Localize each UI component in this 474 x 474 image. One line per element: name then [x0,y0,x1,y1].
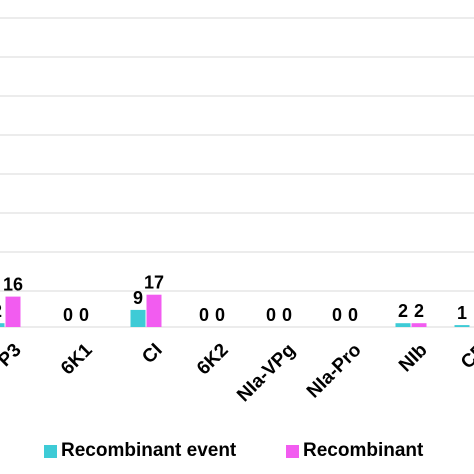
tick-label-6k2: 6K2 [193,340,232,379]
legend-swatch-recombinant-event [44,444,57,458]
tick-label-6k1: 6K1 [57,339,97,379]
tick-label-ci: CI [138,340,166,368]
tick-label-nia-vpg: NIa-VPg [233,340,299,406]
bar-recombinant-event-ci [130,309,146,327]
data-labels: 20900021160170002 [0,273,467,325]
tick-label-p3: P3 [0,340,26,371]
data-label-recombinant-event-nia-pro: 0 [332,305,342,325]
bar-recombinant-ci [146,294,162,327]
data-label-recombinant-event-cp: 1 [457,303,467,323]
data-label-recombinant-event-6k2: 0 [199,305,209,325]
data-label-recombinant-6k2: 0 [215,305,225,325]
category-tick-labels: P3 6K1 CI 6K2 NIa-VPg NIa-Pro NIb CP [0,339,474,406]
data-label-recombinant-ci: 17 [144,273,164,293]
data-label-recombinant-nib: 2 [414,301,424,321]
data-label-recombinant-event-nib: 2 [398,301,408,321]
data-label-recombinant-event-6k1: 0 [63,305,73,325]
gridlines [0,17,474,328]
data-label-recombinant-event-p3: 2 [0,301,2,321]
data-label-recombinant-event-ci: 9 [133,288,143,308]
legend-item-recombinant: Recombinant [286,440,423,462]
bar-recombinant-event-cp [454,325,470,327]
bars [0,294,470,327]
bar-recombinant-event-p3 [0,323,5,327]
legend-label-recombinant-event: Recombinant event [61,440,237,461]
data-label-recombinant-nia-pro: 0 [348,305,358,325]
legend-swatch-recombinant [286,444,299,458]
data-label-recombinant-p3: 16 [3,275,23,295]
tick-label-nia-pro: NIa-Pro [303,340,366,403]
bar-recombinant-nib [411,323,427,327]
legend-item-recombinant-event: Recombinant event [44,440,236,462]
bar-recombinant-p3 [5,296,21,327]
bar-recombinant-event-nib [395,323,411,327]
data-label-recombinant-6k1: 0 [79,305,89,325]
data-label-recombinant-event-nia-vpg: 0 [266,305,276,325]
legend-label-recombinant: Recombinant [303,440,424,461]
legend: Recombinant event Recombinant [44,440,474,470]
tick-label-cp: CP [457,340,474,374]
data-label-recombinant-nia-vpg: 0 [282,305,292,325]
tick-label-nib: NIb [395,340,431,376]
